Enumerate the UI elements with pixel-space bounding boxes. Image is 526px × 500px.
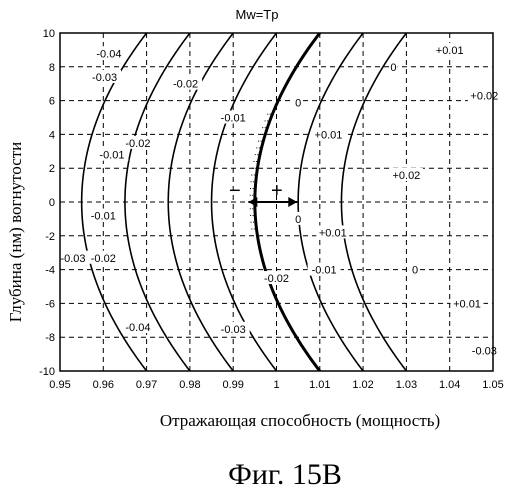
contour-label: -0.01 <box>99 150 124 162</box>
contour-label: +0.02 <box>392 170 420 182</box>
y-tick-label: 4 <box>49 129 55 141</box>
contour-label: 0 <box>412 265 418 277</box>
contour-label: -0.02 <box>173 79 198 91</box>
contour-label: -0.03 <box>92 72 117 84</box>
contour-label: 0 <box>295 214 301 226</box>
chart-title: Mw=Tp <box>236 7 279 22</box>
annotations: −+ <box>229 114 297 229</box>
contour-label: -0.04 <box>125 322 150 334</box>
y-tick-label: 0 <box>49 197 55 209</box>
x-tick-label: 1.01 <box>309 379 330 391</box>
x-tick-label: 0.98 <box>179 379 200 391</box>
y-tick-label: -2 <box>45 231 55 243</box>
contour-label: -0.03 <box>60 253 85 265</box>
contour-label: -0.01 <box>312 265 337 277</box>
contour-label: +0.01 <box>315 129 343 141</box>
y-axis-label: Глубина (нм) вогнутости <box>6 142 25 323</box>
x-tick-label: 1.04 <box>439 379 460 391</box>
arrow-head-right <box>288 197 297 207</box>
y-tick-label: 10 <box>43 28 55 40</box>
contour-label: +0.01 <box>436 45 464 57</box>
x-tick-label: 0.96 <box>93 379 114 391</box>
contour-label: -0.01 <box>221 113 246 125</box>
y-tick-labels: 10 8 6 4 2 0 -2 -4 -6 -8 -10 <box>39 28 55 378</box>
x-tick-label: 1.05 <box>482 379 503 391</box>
figure-caption: Фиг. 15В <box>228 458 342 491</box>
contour-label: -0.03 <box>221 324 246 336</box>
y-tick-label: 8 <box>49 62 55 74</box>
y-tick-label: -8 <box>45 332 55 344</box>
y-tick-label: 2 <box>49 163 55 175</box>
x-tick-labels: 0.95 0.96 0.97 0.98 0.99 1 1.01 1.02 1.03 1.04 1.0… <box>49 379 503 391</box>
y-tick-label: -10 <box>39 366 55 378</box>
x-tick-label: 0.99 <box>222 379 243 391</box>
chart-title-group: Mw=Tp <box>236 7 279 22</box>
x-axis-label: Отражающая способность (мощность) <box>160 411 440 430</box>
contour-label: -0.02 <box>91 253 116 265</box>
x-tick-label: 1.02 <box>352 379 373 391</box>
y-tick-label: -6 <box>45 298 55 310</box>
minus-sign: − <box>229 180 241 202</box>
contour-label: +0.02 <box>470 91 498 103</box>
x-tick-label: 1.03 <box>396 379 417 391</box>
x-tick-label: 0.97 <box>136 379 157 391</box>
contour-label: 0 <box>295 97 301 109</box>
contour-label: -0.02 <box>264 273 289 285</box>
contour-label: -0.04 <box>96 48 121 60</box>
y-tick-label: 6 <box>49 96 55 108</box>
contour-label: +0.01 <box>319 227 347 239</box>
contour-label: -0.02 <box>125 138 150 150</box>
y-tick-label: -4 <box>45 265 55 277</box>
contour-label: +0.01 <box>453 298 481 310</box>
x-tick-label: 1 <box>273 379 279 391</box>
arrow-head-left <box>248 197 257 207</box>
contour-label: 0 <box>390 62 396 74</box>
plus-sign: + <box>271 180 283 202</box>
x-tick-label: 0.95 <box>49 379 70 391</box>
contour-label: -0.01 <box>91 211 116 223</box>
